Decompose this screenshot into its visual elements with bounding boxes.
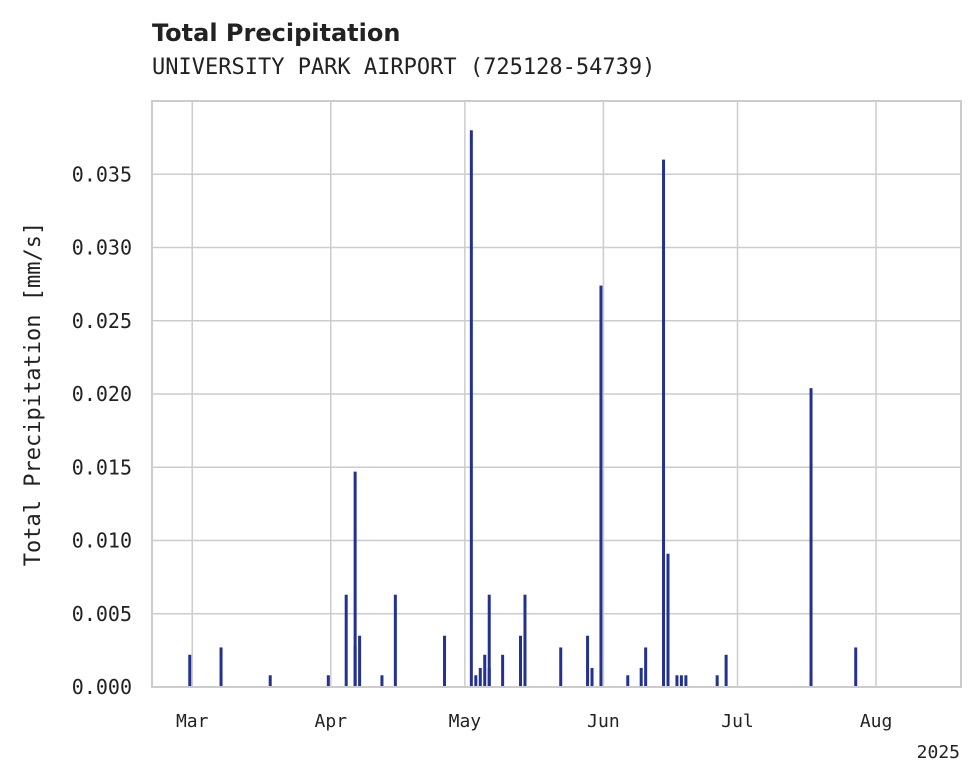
chart-title: Total Precipitation <box>152 19 400 47</box>
chart-subtitle: UNIVERSITY PARK AIRPORT (725128-54739) <box>152 55 655 80</box>
precipitation-bar <box>626 675 630 687</box>
precipitation-bar <box>353 471 357 687</box>
precipitation-bar <box>644 647 648 687</box>
precipitation-bar <box>393 594 397 687</box>
y-tick-label: 0.020 <box>72 382 132 406</box>
precipitation-bar <box>599 285 603 687</box>
precipitation-bar <box>679 675 683 687</box>
y-tick-label: 0.025 <box>72 309 132 333</box>
precipitation-bar <box>639 667 643 687</box>
precipitation-bar <box>809 388 813 687</box>
y-axis-label: Total Precipitation [mm/s] <box>21 222 46 566</box>
precipitation-bar <box>344 594 348 687</box>
x-tick-label: Jul <box>721 711 754 732</box>
x-tick-label: Jun <box>587 711 620 732</box>
precipitation-bar <box>501 654 505 687</box>
grid-layer <box>152 101 961 688</box>
x-axis-year-label: 2025 <box>917 742 960 763</box>
precipitation-bar <box>559 647 563 687</box>
x-tick-labels: Mar Apr May Jun Jul Aug <box>176 711 892 732</box>
precipitation-bar <box>586 635 590 687</box>
precipitation-bar <box>590 667 594 687</box>
y-tick-label: 0.035 <box>72 162 132 186</box>
precipitation-bar <box>715 675 719 687</box>
precipitation-bar <box>478 667 482 687</box>
precipitation-bar <box>469 130 473 688</box>
y-tick-labels: 0.000 0.005 0.010 0.015 0.020 0.025 0.030 0.035 <box>72 162 132 699</box>
precipitation-bar <box>662 159 666 688</box>
y-tick-label: 0.010 <box>72 529 132 553</box>
precipitation-bar <box>675 675 679 687</box>
x-tick-label: Aug <box>860 711 893 732</box>
precipitation-bar <box>666 553 670 687</box>
precipitation-bar <box>380 675 384 687</box>
precipitation-bar <box>519 635 523 687</box>
precipitation-bar <box>483 654 487 687</box>
y-tick-label: 0.030 <box>72 236 132 260</box>
y-tick-label: 0.005 <box>72 602 132 626</box>
precipitation-bar <box>487 594 491 687</box>
precipitation-bar <box>523 594 527 687</box>
y-tick-label: 0.000 <box>72 675 132 699</box>
x-tick-label: Mar <box>176 711 209 732</box>
precipitation-bar <box>443 635 447 687</box>
precipitation-bar <box>219 647 223 687</box>
precipitation-bar <box>188 654 192 687</box>
precipitation-bar <box>358 635 362 687</box>
bar-layer <box>188 130 858 688</box>
x-tick-label: May <box>449 711 482 732</box>
precipitation-bar <box>474 675 478 687</box>
precipitation-bar <box>326 675 330 687</box>
plot-frame <box>151 100 962 688</box>
y-tick-label: 0.015 <box>72 455 132 479</box>
precipitation-bar <box>684 675 688 687</box>
precipitation-bar <box>724 654 728 687</box>
precipitation-bar <box>854 647 858 687</box>
precipitation-bar <box>268 675 272 687</box>
x-tick-label: Apr <box>315 711 348 732</box>
